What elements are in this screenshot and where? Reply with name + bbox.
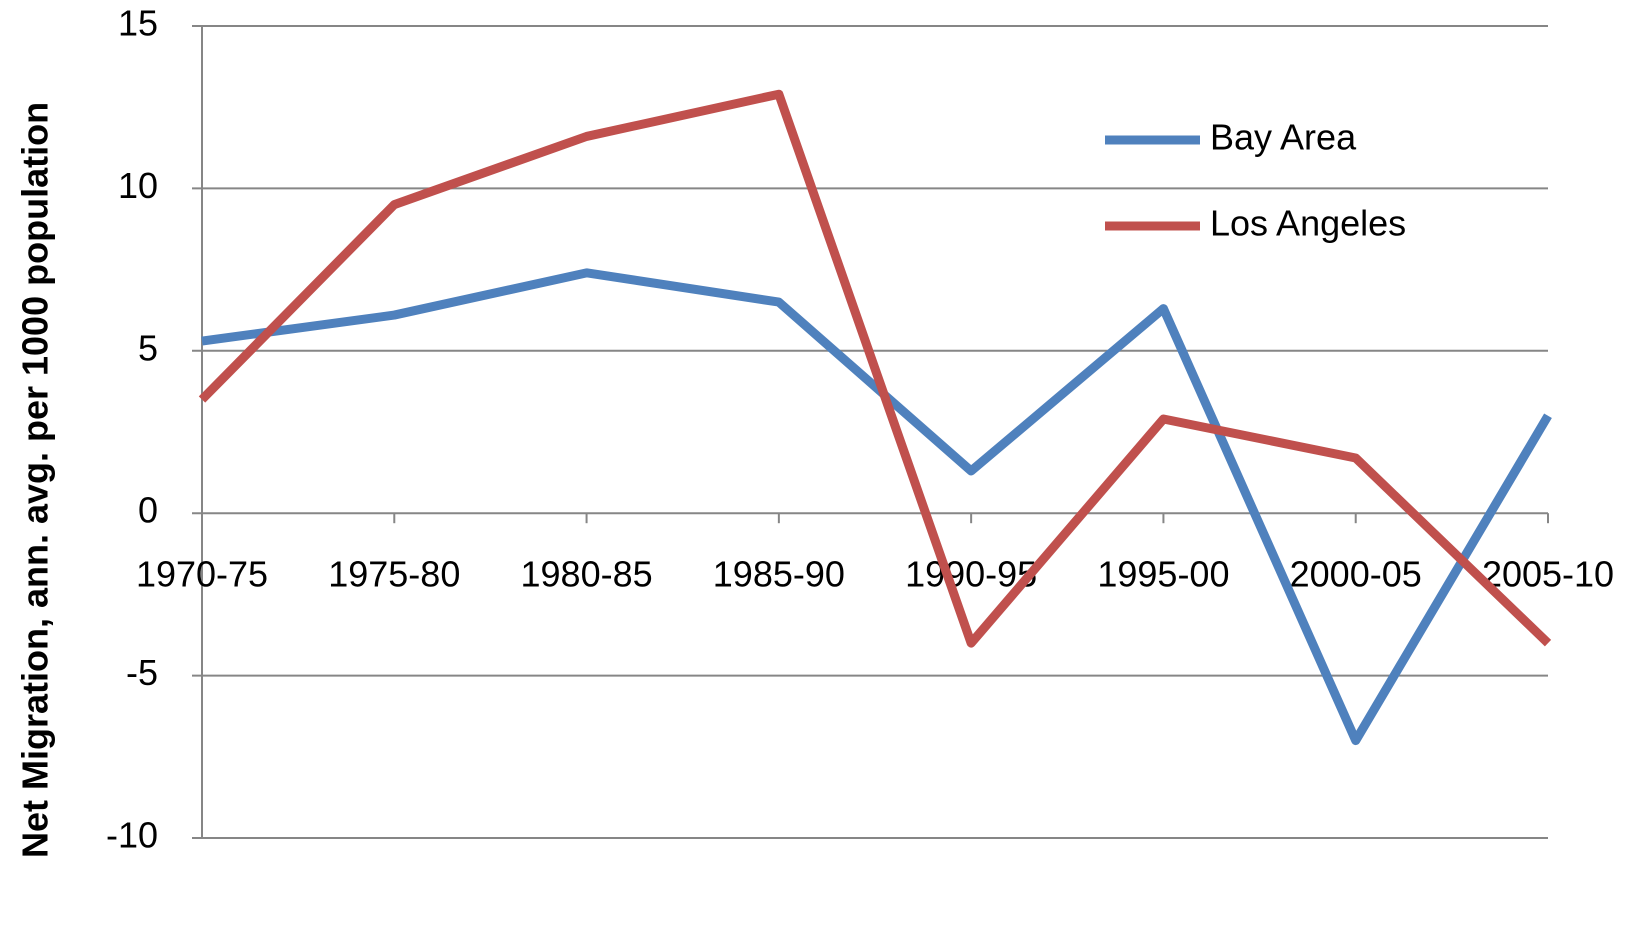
x-tick-label: 1980-85 <box>521 554 653 595</box>
y-tick-label: 0 <box>138 490 158 531</box>
y-tick-label: 15 <box>118 3 158 44</box>
series-line <box>198 89 1552 648</box>
legend-label: Bay Area <box>1210 117 1357 158</box>
series-line <box>201 268 1552 746</box>
x-tick-label: 2000-05 <box>1290 554 1422 595</box>
x-tick-label: 1985-90 <box>713 554 845 595</box>
y-axis-label: Net Migration, ann. avg. per 1000 popula… <box>15 102 56 858</box>
x-tick-label: 1995-00 <box>1097 554 1229 595</box>
y-tick-label: -5 <box>126 652 158 693</box>
x-tick-label: 2005-10 <box>1482 554 1614 595</box>
y-tick-label: 10 <box>118 165 158 206</box>
x-tick-label: 1970-75 <box>136 554 268 595</box>
y-tick-label: -10 <box>106 815 158 856</box>
x-tick-label: 1975-80 <box>328 554 460 595</box>
y-tick-label: 5 <box>138 327 158 368</box>
legend-label: Los Angeles <box>1210 203 1406 244</box>
